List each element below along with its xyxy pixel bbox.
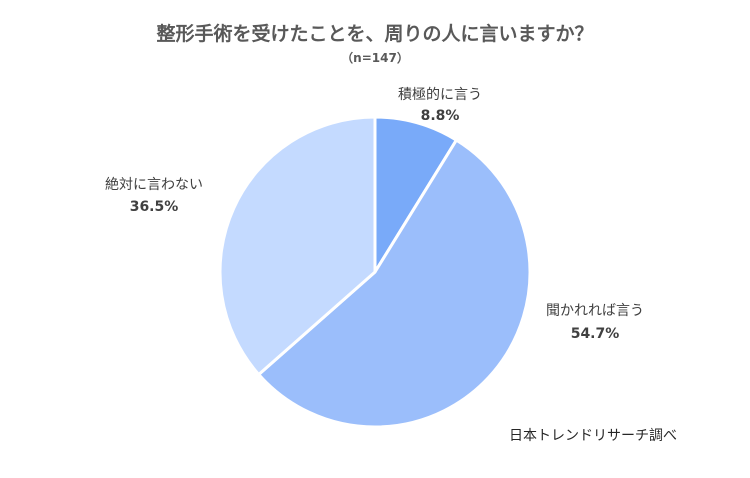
slice-label-1: 聞かれれば言う — [546, 303, 644, 319]
pie-slice-2 — [218, 115, 377, 377]
slice-label-0: 積極的に言う — [398, 87, 482, 103]
pie-slice-1 — [257, 138, 532, 429]
pie-slices — [218, 115, 532, 429]
slice-value-2: 36.5% — [130, 199, 179, 215]
chart-title: 整形手術を受けたことを、周りの人に言いますか？ — [156, 22, 593, 45]
source-note: 日本トレンドリサーチ調べ — [509, 428, 677, 444]
slice-label-2: 絶対に言わない — [105, 177, 203, 193]
slice-value-1: 54.7% — [571, 326, 620, 342]
slice-value-0: 8.8% — [421, 108, 460, 124]
chart-subtitle: （n=147） — [341, 50, 409, 65]
pie-slice-0 — [373, 115, 458, 274]
